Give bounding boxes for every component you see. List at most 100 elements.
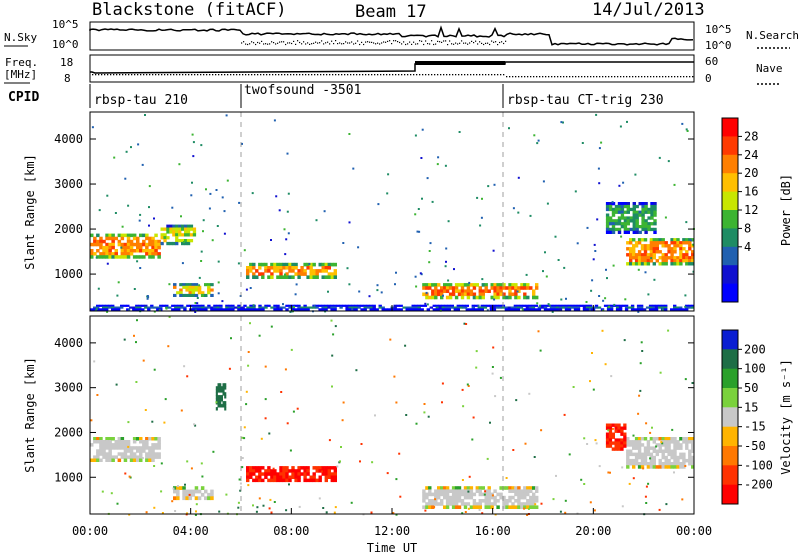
power-echo-cell-4 <box>463 283 468 287</box>
power-echo-cell-5 <box>629 241 633 245</box>
velocity-scatter-echo <box>499 376 502 379</box>
power-echo-cell-4 <box>451 292 456 297</box>
velocity-echo-cell-4 <box>437 492 441 497</box>
nave-point <box>233 74 235 76</box>
power-echo-cell-7 <box>159 306 163 309</box>
velocity-echo-cell-4 <box>434 502 438 506</box>
power-echo-cell-0 <box>148 236 152 241</box>
velocity-echo-cell-5 <box>664 440 668 444</box>
velocity-scatter-echo <box>563 413 566 416</box>
velocity-echo-cell-5 <box>634 440 639 444</box>
velocity-echo-cell-1 <box>197 489 202 494</box>
power-echo-cell-7 <box>369 304 373 307</box>
power-echo-cell-7 <box>414 308 418 311</box>
nave-point <box>410 74 412 76</box>
velocity-scatter-echo <box>658 508 661 511</box>
nave-point <box>110 74 112 76</box>
velocity-echo-cell-4 <box>511 486 515 490</box>
power-echo-cell-4 <box>526 295 530 300</box>
power-echo-cell-6 <box>620 222 625 226</box>
nave-point <box>374 74 376 76</box>
nave-point <box>173 74 175 76</box>
power-echo-cell-7 <box>555 308 560 311</box>
velocity-echo-cell-4 <box>481 486 485 490</box>
power-scatter-echo <box>598 147 601 150</box>
velocity-echo-cell-4 <box>493 502 497 506</box>
velocity-scatter-echo <box>172 487 175 490</box>
power-echo-cell-2 <box>179 291 183 295</box>
power-echo-cell-7 <box>306 306 310 309</box>
power-echo-cell-4 <box>490 283 494 287</box>
power-echo-cell-1 <box>166 227 170 231</box>
velocity-echo-cell-0 <box>142 443 146 447</box>
power-echo-cell-4 <box>440 295 444 300</box>
power-echo-cell-1 <box>172 230 176 234</box>
power-echo-cell-7 <box>648 304 653 307</box>
noise-search-point <box>479 41 481 43</box>
velocity-echo-cell-3 <box>300 472 304 476</box>
power-scatter-echo <box>295 283 298 286</box>
power-echo-cell-0 <box>151 255 155 259</box>
power-echo-cell-7 <box>252 306 256 309</box>
power-echo-cell-7 <box>105 308 109 311</box>
velocity-echo-cell-4 <box>454 499 459 503</box>
noise-search-point <box>451 43 453 45</box>
velocity-echo-cell-4 <box>448 495 453 500</box>
velocity-echo-cell-0 <box>157 440 161 444</box>
noise-search-point <box>407 43 409 45</box>
power-scatter-echo <box>225 114 228 117</box>
power-scatter-echo <box>624 298 627 301</box>
power-scatter-echo <box>137 143 140 146</box>
velocity-echo-cell-5 <box>679 452 683 457</box>
power-scatter-echo <box>605 268 607 271</box>
power-echo-cell-3 <box>249 269 253 273</box>
power-echo-cell-0 <box>142 239 146 244</box>
power-echo-cell-4 <box>451 289 456 293</box>
velocity-echo-cell-5 <box>629 449 633 453</box>
power-echo-cell-5 <box>652 253 656 257</box>
velocity-echo-cell-0 <box>96 440 100 444</box>
velocity-echo-cell-4 <box>487 489 491 493</box>
power-echo-cell-7 <box>261 308 265 311</box>
power-echoes <box>90 113 695 313</box>
nave-point <box>581 76 583 78</box>
power-scatter-echo <box>327 290 329 293</box>
nave-point <box>350 74 352 76</box>
power-echo-cell-7 <box>192 308 196 311</box>
power-echo-cell-0 <box>108 245 112 250</box>
power-echo-cell-4 <box>502 286 506 290</box>
power-echo-cell-5 <box>664 256 668 260</box>
power-scatter-echo <box>546 202 549 205</box>
power-echo-cell-0 <box>102 255 106 259</box>
velocity-echo-cell-4 <box>526 499 530 503</box>
power-echo-cell-7 <box>474 304 478 307</box>
noise-search-point <box>461 40 463 42</box>
power-echo-cell-6 <box>653 227 657 232</box>
power-echo-cell-7 <box>519 306 524 309</box>
power-scatter-echo <box>542 270 544 273</box>
power-echo-cell-7 <box>324 306 328 309</box>
power-echo-cell-3 <box>282 266 286 270</box>
power-echo-cell-4 <box>493 295 497 300</box>
velocity-scatter-echo <box>270 325 273 328</box>
velocity-echo-cell-0 <box>157 452 161 456</box>
power-echo-cell-7 <box>279 308 283 311</box>
velocity-echo-cell-5 <box>670 462 674 466</box>
velocity-echo-cell-0 <box>154 446 158 450</box>
velocity-echo-cell-0 <box>126 446 131 450</box>
velocity-echo-cell-5 <box>685 458 689 463</box>
velocity-scatter-echo <box>153 368 156 371</box>
power-scatter-echo <box>547 303 550 306</box>
power-echo-cell-1 <box>166 236 170 240</box>
power-echo-cell-7 <box>522 308 527 311</box>
power-echo-cell-7 <box>564 308 569 311</box>
velocity-echo-cell-4 <box>469 489 474 493</box>
velocity-echo-cell-4 <box>451 502 456 506</box>
velocity-echo-cell-4 <box>451 505 456 509</box>
power-echo-cell-4 <box>472 286 477 290</box>
velocity-echo-cell-0 <box>151 455 155 459</box>
noise-search-point <box>389 40 391 42</box>
velocity-echo-cell-1 <box>191 492 196 497</box>
velocity-echo-cell-1 <box>204 496 208 501</box>
power-echo-cell-5 <box>643 247 648 251</box>
